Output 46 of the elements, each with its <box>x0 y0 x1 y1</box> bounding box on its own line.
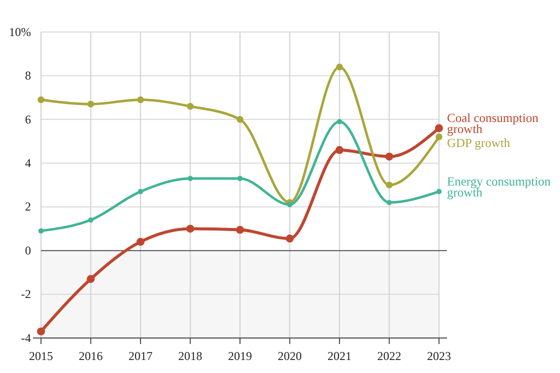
x-tick-label: 2022 <box>377 349 402 364</box>
y-tick-label: -2 <box>21 287 31 302</box>
point <box>386 182 393 188</box>
y-tick-label: -4 <box>21 330 31 345</box>
point <box>436 188 442 194</box>
point <box>287 202 292 208</box>
point <box>38 96 44 104</box>
point <box>236 226 244 234</box>
point <box>336 64 343 70</box>
point <box>87 100 94 108</box>
point <box>88 217 94 223</box>
series-label: Coal consumption growth <box>447 111 540 136</box>
point <box>137 96 144 104</box>
y-tick-label: 0 <box>25 243 31 258</box>
series-label: GDP growth <box>447 136 511 150</box>
point <box>188 176 193 182</box>
point <box>186 224 194 233</box>
point <box>138 188 144 194</box>
y-tick-label: 8 <box>25 68 31 83</box>
y-tick-label: 4 <box>25 156 31 170</box>
point <box>237 176 243 182</box>
point <box>386 200 392 206</box>
point <box>435 124 443 132</box>
x-tick-label: 2019 <box>228 349 252 364</box>
x-tick-label: 2018 <box>178 349 202 364</box>
series-label: Energy consumption growth <box>447 174 552 200</box>
point <box>436 134 442 140</box>
x-tick-label: 2015 <box>29 349 53 364</box>
point <box>336 118 342 124</box>
x-tick-label: 2016 <box>78 349 103 364</box>
y-tick-label: 10% <box>9 24 31 39</box>
point <box>38 228 44 234</box>
x-tick-label: 2020 <box>278 349 302 364</box>
point <box>136 238 144 246</box>
point <box>286 234 294 243</box>
point <box>37 327 45 336</box>
x-tick-label: 2017 <box>128 349 152 364</box>
point <box>236 116 244 123</box>
y-tick-label: 6 <box>25 112 31 126</box>
point <box>86 275 95 283</box>
point <box>385 152 394 161</box>
x-tick-label: 2023 <box>427 349 451 364</box>
point <box>186 102 194 110</box>
y-tick-label: 2 <box>25 200 31 214</box>
point <box>336 146 344 154</box>
x-tick-label: 2021 <box>328 349 352 364</box>
